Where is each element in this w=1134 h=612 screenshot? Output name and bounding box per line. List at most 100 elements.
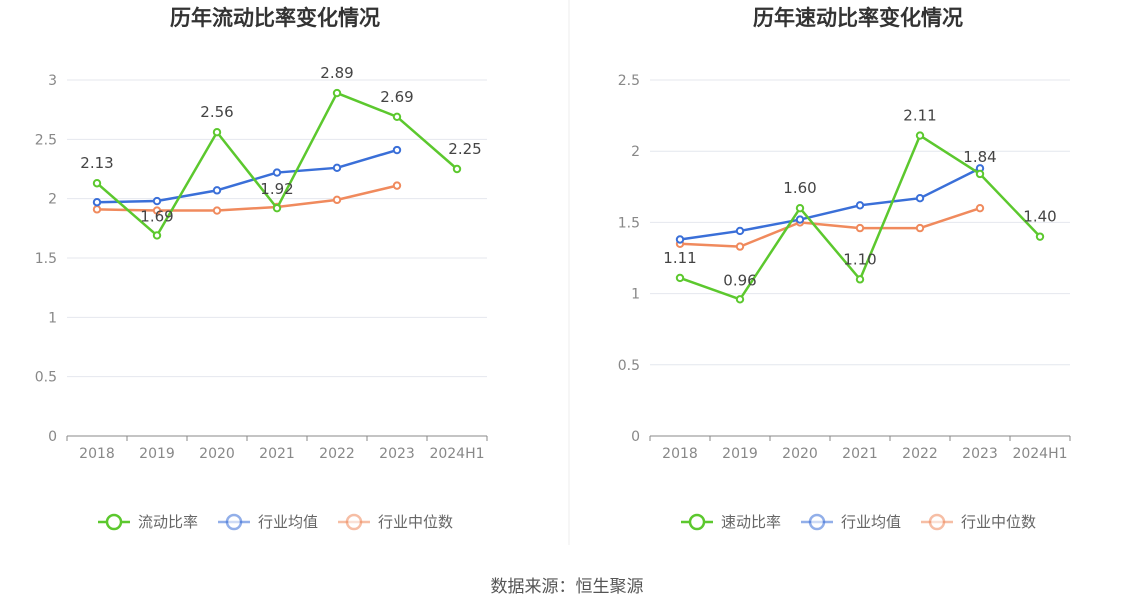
data-point[interactable] bbox=[975, 203, 985, 213]
data-point[interactable] bbox=[212, 128, 222, 137]
x-tick-label: 2023 bbox=[962, 446, 998, 462]
data-point[interactable] bbox=[392, 145, 402, 155]
legend-item[interactable]: 速动比率 bbox=[681, 513, 781, 531]
data-label: 2.25 bbox=[448, 140, 481, 158]
data-point[interactable] bbox=[735, 295, 745, 304]
data-point[interactable] bbox=[212, 186, 222, 195]
legend-label: 行业中位数 bbox=[378, 513, 453, 531]
x-tick-label: 2024H1 bbox=[1012, 446, 1067, 462]
data-point[interactable] bbox=[212, 206, 222, 215]
y-tick-label: 3 bbox=[48, 73, 57, 89]
data-point[interactable] bbox=[915, 131, 925, 140]
data-label: 1.11 bbox=[663, 249, 696, 267]
data-point[interactable] bbox=[855, 223, 865, 233]
data-label: 2.11 bbox=[903, 107, 936, 125]
data-point[interactable] bbox=[332, 163, 342, 173]
y-tick-label: 2 bbox=[631, 144, 640, 160]
series-line bbox=[96, 184, 398, 212]
data-point[interactable] bbox=[915, 193, 925, 203]
data-point[interactable] bbox=[735, 242, 745, 251]
legend-label: 速动比率 bbox=[721, 513, 781, 531]
data-label: 0.96 bbox=[723, 271, 756, 289]
legend-marker bbox=[688, 513, 706, 531]
legend-item[interactable]: 行业均值 bbox=[218, 513, 318, 531]
data-source: 数据来源：恒生聚源 bbox=[491, 577, 644, 597]
data-point[interactable] bbox=[152, 196, 162, 206]
legend-item[interactable]: 行业均值 bbox=[801, 513, 901, 531]
data-point[interactable] bbox=[392, 112, 402, 121]
data-point[interactable] bbox=[332, 88, 342, 98]
data-point[interactable] bbox=[795, 203, 805, 213]
y-tick-label: 2.5 bbox=[35, 132, 57, 148]
data-point[interactable] bbox=[975, 169, 985, 179]
data-point[interactable] bbox=[92, 198, 102, 207]
y-tick-label: 2 bbox=[48, 192, 57, 208]
data-label: 1.40 bbox=[1023, 208, 1056, 226]
data-label: 1.10 bbox=[843, 250, 876, 268]
legend-label: 行业均值 bbox=[841, 513, 901, 531]
data-point[interactable] bbox=[452, 164, 462, 174]
x-tick-label: 2019 bbox=[139, 446, 175, 462]
data-label: 2.69 bbox=[380, 88, 413, 106]
data-label: 1.60 bbox=[783, 179, 816, 197]
legend-marker bbox=[808, 513, 826, 531]
legend-marker bbox=[105, 513, 123, 531]
x-tick-label: 2020 bbox=[782, 446, 818, 462]
current-ratio-chart: 历年流动比率变化情况 0 0.5 1 1.5 2 2.5 3 2018 2019 2020 2021 2… bbox=[35, 6, 488, 531]
chart-title: 历年流动比率变化情况 bbox=[170, 6, 380, 30]
data-point[interactable] bbox=[795, 215, 805, 224]
legend-label: 流动比率 bbox=[138, 513, 198, 531]
y-tick-label: 0 bbox=[48, 429, 57, 445]
data-label: 2.13 bbox=[80, 154, 113, 172]
legend-marker bbox=[928, 513, 946, 531]
x-tick-label: 2020 bbox=[199, 446, 235, 462]
data-point[interactable] bbox=[735, 226, 745, 236]
data-point[interactable] bbox=[152, 206, 162, 215]
y-tick-label: 2.5 bbox=[618, 73, 640, 89]
y-tick-label: 0.5 bbox=[35, 370, 57, 386]
data-point[interactable] bbox=[152, 231, 162, 240]
data-point[interactable] bbox=[332, 195, 342, 205]
x-tick-label: 2018 bbox=[79, 446, 115, 462]
series-line bbox=[679, 206, 981, 248]
x-tick-label: 2022 bbox=[902, 446, 938, 462]
series-line bbox=[96, 148, 398, 204]
data-label: 1.69 bbox=[140, 207, 173, 225]
x-tick-label: 2021 bbox=[259, 446, 295, 462]
data-point[interactable] bbox=[915, 223, 925, 233]
legend-label: 行业均值 bbox=[258, 513, 318, 531]
legend-item[interactable]: 行业中位数 bbox=[921, 513, 1036, 531]
data-label: 1.84 bbox=[963, 148, 996, 166]
data-point[interactable] bbox=[392, 181, 402, 190]
y-tick-label: 1 bbox=[631, 287, 640, 303]
y-tick-label: 1.5 bbox=[618, 215, 640, 231]
y-tick-label: 1 bbox=[48, 310, 57, 326]
series-line bbox=[679, 167, 981, 241]
quick-ratio-chart: 历年速动比率变化情况 0 0.5 1 1.5 2 2.5 2018 2019 2020 2021 20… bbox=[618, 6, 1071, 531]
data-point[interactable] bbox=[92, 179, 102, 188]
data-label: 2.89 bbox=[320, 64, 353, 82]
x-tick-label: 2021 bbox=[842, 446, 878, 462]
data-point[interactable] bbox=[675, 235, 685, 244]
y-tick-label: 0.5 bbox=[618, 358, 640, 374]
chart-title: 历年速动比率变化情况 bbox=[753, 6, 963, 30]
legend-marker bbox=[345, 513, 363, 531]
legend-item[interactable]: 行业中位数 bbox=[338, 513, 453, 531]
data-point[interactable] bbox=[855, 275, 865, 284]
x-tick-label: 2022 bbox=[319, 446, 355, 462]
data-point[interactable] bbox=[675, 273, 685, 283]
data-point[interactable] bbox=[272, 168, 282, 177]
y-tick-label: 1.5 bbox=[35, 251, 57, 267]
legend-marker bbox=[225, 513, 243, 531]
y-tick-label: 0 bbox=[631, 429, 640, 445]
legend-item[interactable]: 流动比率 bbox=[98, 513, 198, 531]
data-label: 2.56 bbox=[200, 103, 233, 121]
data-point[interactable] bbox=[855, 201, 865, 210]
x-tick-label: 2024H1 bbox=[429, 446, 484, 462]
x-tick-label: 2019 bbox=[722, 446, 758, 462]
legend-label: 行业中位数 bbox=[961, 513, 1036, 531]
data-point[interactable] bbox=[272, 203, 282, 213]
data-point[interactable] bbox=[92, 205, 102, 214]
data-point[interactable] bbox=[1035, 232, 1045, 241]
